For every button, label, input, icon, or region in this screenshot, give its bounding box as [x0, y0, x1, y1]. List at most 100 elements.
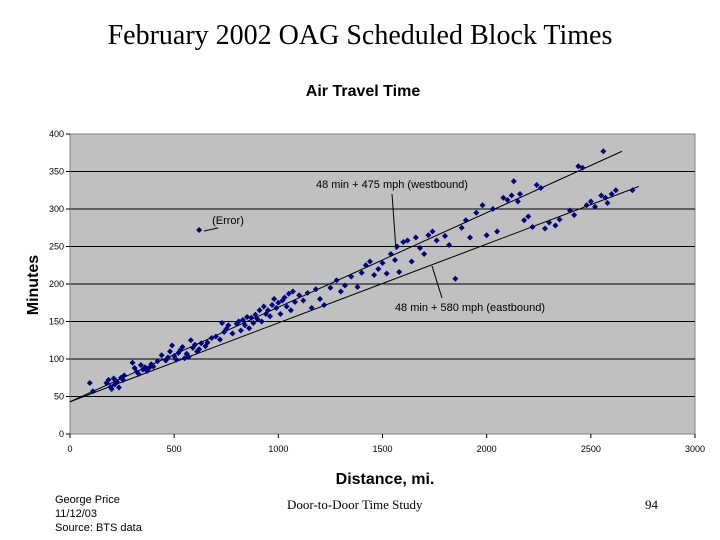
annotation-label: (Error) [212, 215, 244, 227]
data-point [285, 290, 292, 297]
data-point [173, 356, 180, 363]
data-point [429, 228, 436, 235]
x-tick-label: 1000 [268, 444, 288, 454]
data-point [404, 237, 411, 244]
x-tick-label: 1500 [372, 444, 392, 454]
data-point [433, 237, 440, 244]
data-point [342, 282, 348, 289]
data-point [269, 302, 276, 308]
annotation-label: 48 min + 580 mph (eastbound) [395, 302, 545, 314]
data-point [219, 320, 226, 326]
x-tick-label: 500 [167, 444, 182, 454]
data-point [264, 307, 271, 314]
data-point [192, 341, 198, 348]
data-point [237, 327, 244, 334]
data-point [579, 164, 586, 171]
x-tick-label: 2000 [477, 444, 497, 454]
annotation-leader [431, 265, 443, 299]
data-point [567, 207, 573, 214]
data-point [129, 359, 136, 366]
data-point [185, 353, 192, 360]
data-point [529, 224, 536, 230]
data-point [317, 296, 323, 302]
x-axis-label: Distance, mi. [336, 471, 435, 488]
westbound-trend-line [69, 150, 623, 403]
data-point [525, 213, 532, 220]
data-point [348, 273, 355, 280]
data-point [408, 258, 415, 265]
data-point [446, 242, 453, 248]
data-point [371, 272, 378, 278]
data-point [273, 305, 280, 311]
data-point [333, 277, 340, 284]
y-axis-label: Minutes [25, 255, 42, 316]
data-point [533, 182, 540, 188]
data-point [442, 233, 448, 239]
y-tick-label: 300 [49, 204, 64, 214]
data-point [598, 192, 605, 199]
data-point [425, 232, 432, 239]
data-point [292, 299, 298, 305]
data-point [608, 191, 615, 197]
data-point [514, 198, 521, 205]
data-point [358, 269, 365, 276]
data-point [473, 209, 480, 216]
data-point [275, 299, 282, 306]
data-point [196, 227, 203, 233]
data-point [321, 302, 328, 308]
eastbound-trend-line [69, 186, 639, 403]
annotation-label: 48 min + 475 mph (westbound) [316, 179, 468, 191]
data-point [110, 375, 117, 382]
data-point [150, 363, 157, 370]
page-number: 94 [645, 497, 658, 512]
data-point [379, 260, 386, 266]
data-point [105, 377, 112, 383]
data-point [367, 258, 373, 265]
data-point [396, 269, 403, 275]
data-point [246, 325, 253, 332]
data-point [612, 187, 619, 194]
data-point [552, 222, 559, 229]
data-point [387, 251, 394, 257]
data-point [417, 245, 423, 251]
data-point [167, 348, 173, 355]
data-point [225, 322, 232, 329]
data-point [277, 311, 284, 317]
data-point [137, 362, 144, 368]
data-point [260, 303, 267, 310]
footer-author: George Price [55, 494, 120, 506]
data-point [86, 380, 93, 386]
data-point [383, 270, 390, 277]
data-point [504, 197, 511, 203]
data-point [483, 232, 490, 239]
data-point [521, 217, 528, 224]
y-tick-label: 100 [49, 354, 64, 364]
data-point [256, 307, 263, 314]
data-point [452, 275, 459, 282]
chart-title: Air Travel Time [306, 83, 421, 100]
data-point [508, 192, 515, 199]
y-tick-label: 250 [49, 242, 64, 252]
data-point [587, 198, 594, 205]
data-point [289, 288, 296, 295]
data-point [375, 266, 382, 272]
data-point [494, 228, 501, 235]
x-tick-label: 2500 [581, 444, 601, 454]
data-point [115, 384, 122, 391]
data-point [300, 297, 307, 304]
data-point [154, 358, 161, 365]
data-point [196, 346, 203, 353]
data-point [304, 290, 311, 296]
y-tick-label: 400 [49, 129, 64, 139]
data-point [212, 333, 219, 340]
data-point [254, 316, 261, 323]
data-point [362, 262, 369, 269]
data-point [479, 202, 486, 209]
data-point [412, 234, 419, 241]
data-point [542, 225, 548, 232]
data-point [248, 314, 255, 321]
data-point [583, 202, 590, 209]
data-point [571, 212, 578, 218]
data-point [283, 303, 290, 310]
data-point [327, 284, 334, 291]
